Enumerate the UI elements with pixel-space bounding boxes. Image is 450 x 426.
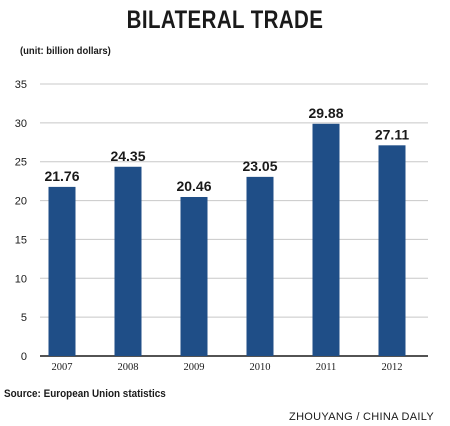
bar — [378, 145, 406, 356]
x-tick-label: 2010 — [250, 362, 271, 373]
bar — [180, 196, 208, 356]
bar — [114, 166, 142, 356]
data-label: 21.76 — [44, 168, 79, 184]
bar — [246, 176, 274, 356]
source-note: Source: European Union statistics — [4, 388, 166, 400]
bar — [48, 186, 76, 356]
data-label: 23.05 — [242, 158, 277, 174]
unit-note: (unit: billion dollars) — [20, 45, 111, 57]
y-tick-label: 15 — [15, 234, 27, 246]
y-tick-label: 35 — [15, 79, 27, 91]
x-tick-label: 2007 — [52, 362, 73, 373]
y-tick-label: 30 — [15, 118, 27, 130]
y-tick-label: 10 — [15, 273, 27, 285]
x-tick-label: 2008 — [118, 362, 139, 373]
y-tick-label: 5 — [21, 312, 27, 324]
y-tick-label: 0 — [21, 351, 27, 363]
data-label: 20.46 — [176, 178, 211, 194]
x-tick-label: 2012 — [382, 362, 403, 373]
credit-line: ZHOUYANG / CHINA DAILY — [289, 411, 434, 423]
data-label: 27.11 — [375, 126, 409, 142]
data-label: 24.35 — [110, 148, 145, 164]
chart-title: BILATERAL TRADE — [126, 6, 324, 34]
x-tick-label: 2011 — [316, 362, 337, 373]
y-tick-label: 25 — [15, 157, 27, 169]
x-tick-label: 2009 — [184, 362, 205, 373]
bar — [312, 123, 340, 357]
y-tick-label: 20 — [15, 196, 27, 208]
data-label: 29.88 — [308, 105, 343, 121]
